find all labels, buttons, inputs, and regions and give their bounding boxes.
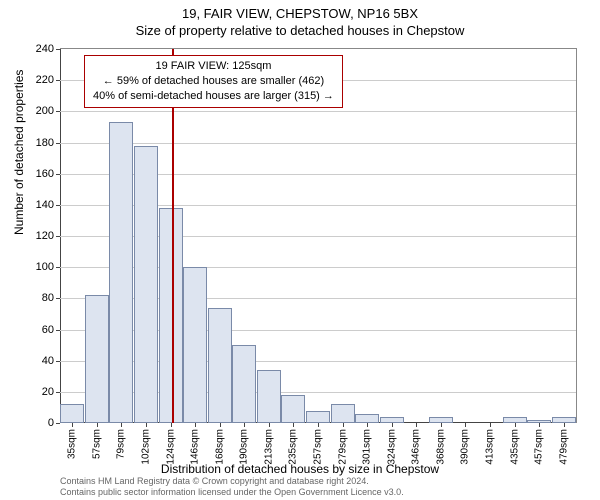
x-tick <box>121 423 122 427</box>
y-tick-label: 220 <box>36 74 54 86</box>
y-tick-label: 20 <box>42 386 54 398</box>
x-tick-label: 124sqm <box>165 429 176 465</box>
x-tick <box>146 423 147 427</box>
chart-container: 19, FAIR VIEW, CHEPSTOW, NP16 5BX Size o… <box>0 0 600 500</box>
x-tick-label: 257sqm <box>313 429 324 465</box>
x-tick <box>97 423 98 427</box>
y-axis-label: Number of detached properties <box>12 70 26 235</box>
x-tick <box>441 423 442 427</box>
histogram-bar <box>331 404 355 423</box>
x-tick-label: 390sqm <box>460 429 471 465</box>
x-tick-label: 146sqm <box>190 429 201 465</box>
y-tick <box>56 392 60 393</box>
info-box: 19 FAIR VIEW: 125sqm ← 59% of detached h… <box>84 55 343 108</box>
x-tick <box>318 423 319 427</box>
y-tick <box>56 267 60 268</box>
x-tick-label: 368sqm <box>435 429 446 465</box>
x-tick-label: 79sqm <box>116 429 127 459</box>
y-tick <box>56 49 60 50</box>
x-tick-label: 213sqm <box>263 429 274 465</box>
info-line-1: 19 FAIR VIEW: 125sqm <box>93 59 334 74</box>
histogram-bar <box>60 404 84 423</box>
footer: Contains HM Land Registry data © Crown c… <box>60 476 404 498</box>
footer-line-2: Contains public sector information licen… <box>60 487 404 498</box>
x-tick <box>220 423 221 427</box>
x-axis-label: Distribution of detached houses by size … <box>0 462 600 476</box>
x-tick-label: 235sqm <box>288 429 299 465</box>
y-tick <box>56 298 60 299</box>
x-tick <box>539 423 540 427</box>
page-title: 19, FAIR VIEW, CHEPSTOW, NP16 5BX <box>0 0 600 21</box>
x-tick-label: 190sqm <box>239 429 250 465</box>
x-tick <box>515 423 516 427</box>
x-tick <box>244 423 245 427</box>
x-tick <box>392 423 393 427</box>
x-tick-label: 413sqm <box>485 429 496 465</box>
histogram-bar <box>257 370 281 423</box>
histogram-bar <box>183 267 207 423</box>
x-tick <box>269 423 270 427</box>
y-tick <box>56 174 60 175</box>
y-tick-label: 100 <box>36 261 54 273</box>
page-subtitle: Size of property relative to detached ho… <box>0 21 600 38</box>
info-line-2: ← 59% of detached houses are smaller (46… <box>93 74 334 89</box>
x-tick <box>171 423 172 427</box>
gridline <box>60 111 576 112</box>
x-tick <box>367 423 368 427</box>
x-tick <box>564 423 565 427</box>
y-tick-label: 160 <box>36 168 54 180</box>
y-tick <box>56 236 60 237</box>
histogram-bar <box>306 411 330 423</box>
x-tick-label: 168sqm <box>214 429 225 465</box>
y-tick <box>56 361 60 362</box>
x-tick <box>343 423 344 427</box>
histogram-bar <box>85 295 109 423</box>
x-tick-label: 301sqm <box>362 429 373 465</box>
x-tick-label: 457sqm <box>534 429 545 465</box>
footer-line-1: Contains HM Land Registry data © Crown c… <box>60 476 404 487</box>
x-tick-label: 324sqm <box>386 429 397 465</box>
x-tick-label: 435sqm <box>509 429 520 465</box>
y-tick-label: 180 <box>36 137 54 149</box>
histogram-bar <box>232 345 256 423</box>
y-tick <box>56 111 60 112</box>
histogram-bar <box>281 395 305 423</box>
histogram-bar <box>134 146 158 423</box>
x-tick-label: 57sqm <box>91 429 102 459</box>
y-tick <box>56 80 60 81</box>
histogram-bar <box>159 208 183 423</box>
x-tick <box>195 423 196 427</box>
y-tick-label: 0 <box>48 417 54 429</box>
histogram-bar <box>208 308 232 423</box>
x-tick-label: 346sqm <box>411 429 422 465</box>
x-tick-label: 479sqm <box>558 429 569 465</box>
x-tick-label: 279sqm <box>337 429 348 465</box>
y-tick-label: 60 <box>42 324 54 336</box>
x-tick <box>293 423 294 427</box>
x-tick <box>72 423 73 427</box>
y-tick <box>56 423 60 424</box>
x-tick <box>490 423 491 427</box>
histogram-bar <box>109 122 133 423</box>
x-tick <box>416 423 417 427</box>
y-tick-label: 40 <box>42 355 54 367</box>
y-tick-label: 80 <box>42 292 54 304</box>
histogram-bar <box>355 414 379 423</box>
y-tick-label: 120 <box>36 230 54 242</box>
y-tick-label: 140 <box>36 199 54 211</box>
y-tick <box>56 205 60 206</box>
x-tick-label: 35sqm <box>67 429 78 459</box>
y-tick-label: 200 <box>36 105 54 117</box>
x-tick-label: 102sqm <box>141 429 152 465</box>
y-tick <box>56 330 60 331</box>
plot-area: 02040608010012014016018020022024035sqm57… <box>60 48 577 423</box>
y-tick <box>56 143 60 144</box>
x-tick <box>465 423 466 427</box>
y-tick-label: 240 <box>36 43 54 55</box>
info-line-3: 40% of semi-detached houses are larger (… <box>93 89 334 104</box>
gridline <box>60 143 576 144</box>
